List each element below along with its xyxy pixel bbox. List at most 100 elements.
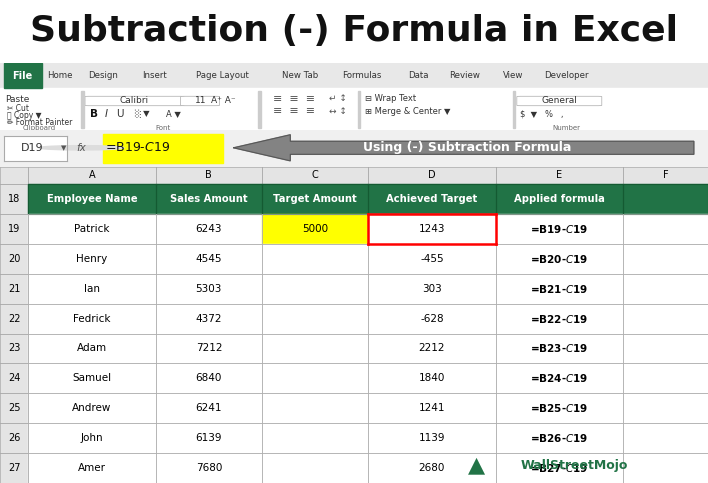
Text: Fedrick: Fedrick bbox=[74, 313, 110, 324]
Text: 4372: 4372 bbox=[195, 313, 222, 324]
Text: 1243: 1243 bbox=[418, 224, 445, 234]
Text: Samuel: Samuel bbox=[72, 373, 112, 384]
Bar bbox=[156, 334, 262, 363]
Text: =B21-$C$19: =B21-$C$19 bbox=[530, 283, 588, 295]
Text: 6241: 6241 bbox=[195, 403, 222, 413]
Text: Patrick: Patrick bbox=[74, 224, 110, 234]
Bar bbox=[103, 134, 223, 163]
Bar bbox=[368, 244, 496, 274]
Bar bbox=[28, 167, 156, 184]
Bar bbox=[623, 334, 708, 363]
Bar bbox=[623, 423, 708, 453]
Text: ✂ Cut: ✂ Cut bbox=[7, 104, 29, 114]
Text: ▼: ▼ bbox=[61, 145, 67, 151]
Bar bbox=[368, 393, 496, 423]
Text: =B19-$C$19: =B19-$C$19 bbox=[105, 142, 170, 154]
Bar bbox=[28, 363, 156, 393]
Text: Using (-) Subtraction Formula: Using (-) Subtraction Formula bbox=[363, 142, 571, 154]
Text: fx: fx bbox=[76, 143, 86, 153]
Text: Employee Name: Employee Name bbox=[47, 194, 137, 204]
Bar bbox=[368, 184, 496, 214]
Bar bbox=[156, 214, 262, 244]
Text: =B26-$C$19: =B26-$C$19 bbox=[530, 432, 588, 444]
Text: Subtraction (-) Formula in Excel: Subtraction (-) Formula in Excel bbox=[30, 14, 678, 48]
Text: Insert: Insert bbox=[142, 71, 167, 80]
Text: 25: 25 bbox=[8, 403, 21, 413]
Text: Applied formula: Applied formula bbox=[514, 194, 605, 204]
Bar bbox=[0, 184, 28, 214]
Text: 20: 20 bbox=[8, 254, 21, 264]
Bar bbox=[28, 214, 156, 244]
Text: 7680: 7680 bbox=[195, 463, 222, 473]
Bar bbox=[623, 393, 708, 423]
Bar bbox=[368, 274, 496, 304]
Bar bbox=[623, 274, 708, 304]
Text: =B24-$C$19: =B24-$C$19 bbox=[530, 372, 588, 384]
Polygon shape bbox=[234, 135, 694, 161]
Text: D: D bbox=[428, 170, 435, 180]
Bar bbox=[368, 167, 496, 184]
Bar bbox=[496, 334, 623, 363]
Text: Data: Data bbox=[409, 71, 429, 80]
Text: John: John bbox=[81, 433, 103, 443]
Bar bbox=[4, 136, 67, 161]
Text: Amer: Amer bbox=[78, 463, 106, 473]
Bar bbox=[262, 334, 368, 363]
Bar bbox=[0, 214, 28, 244]
Text: Page Layout: Page Layout bbox=[196, 71, 249, 80]
Bar bbox=[0, 244, 28, 274]
Bar bbox=[262, 184, 368, 214]
Text: Ian: Ian bbox=[84, 284, 100, 294]
Text: General: General bbox=[542, 97, 577, 105]
Text: ↔ ↕: ↔ ↕ bbox=[329, 107, 347, 116]
FancyBboxPatch shape bbox=[181, 96, 219, 106]
Bar bbox=[368, 334, 496, 363]
Text: B: B bbox=[205, 170, 212, 180]
Text: 6840: 6840 bbox=[195, 373, 222, 384]
Text: Adam: Adam bbox=[77, 343, 107, 354]
Text: 1840: 1840 bbox=[418, 373, 445, 384]
Text: Design: Design bbox=[88, 71, 118, 80]
Bar bbox=[262, 214, 368, 244]
Text: -628: -628 bbox=[420, 313, 444, 324]
Text: Number: Number bbox=[552, 126, 581, 131]
FancyBboxPatch shape bbox=[85, 96, 184, 106]
Bar bbox=[0, 363, 28, 393]
Bar bbox=[496, 453, 623, 483]
Bar bbox=[496, 393, 623, 423]
Text: C: C bbox=[312, 170, 319, 180]
Text: 19: 19 bbox=[8, 224, 21, 234]
Text: Clipboard: Clipboard bbox=[23, 126, 55, 131]
Bar bbox=[496, 274, 623, 304]
Bar bbox=[81, 90, 84, 128]
Text: Achieved Target: Achieved Target bbox=[387, 194, 477, 204]
Bar bbox=[496, 244, 623, 274]
Text: Review: Review bbox=[450, 71, 481, 80]
Text: E: E bbox=[556, 170, 562, 180]
Text: A ▼: A ▼ bbox=[166, 109, 181, 118]
Text: A⁺ A⁻: A⁺ A⁻ bbox=[211, 97, 235, 105]
Text: =B27-$C$19: =B27-$C$19 bbox=[530, 462, 588, 474]
Text: D19: D19 bbox=[21, 143, 43, 153]
Bar bbox=[496, 363, 623, 393]
Bar bbox=[368, 363, 496, 393]
Bar bbox=[496, 304, 623, 334]
Text: 27: 27 bbox=[8, 463, 21, 473]
Bar bbox=[0, 88, 708, 130]
Bar bbox=[0, 167, 28, 184]
Bar bbox=[368, 423, 496, 453]
Text: A: A bbox=[88, 170, 96, 180]
Text: ▲: ▲ bbox=[468, 455, 485, 476]
Text: 303: 303 bbox=[422, 284, 442, 294]
Bar bbox=[262, 453, 368, 483]
Text: WallStreetMojo: WallStreetMojo bbox=[520, 459, 627, 472]
Bar bbox=[262, 274, 368, 304]
Bar bbox=[262, 423, 368, 453]
Text: =B25-$C$19: =B25-$C$19 bbox=[530, 402, 588, 414]
Text: 11: 11 bbox=[195, 97, 206, 105]
Text: Paste: Paste bbox=[6, 96, 30, 104]
Text: Sales Amount: Sales Amount bbox=[170, 194, 248, 204]
Bar bbox=[0, 63, 708, 88]
Text: F: F bbox=[663, 170, 668, 180]
Text: 26: 26 bbox=[8, 433, 21, 443]
